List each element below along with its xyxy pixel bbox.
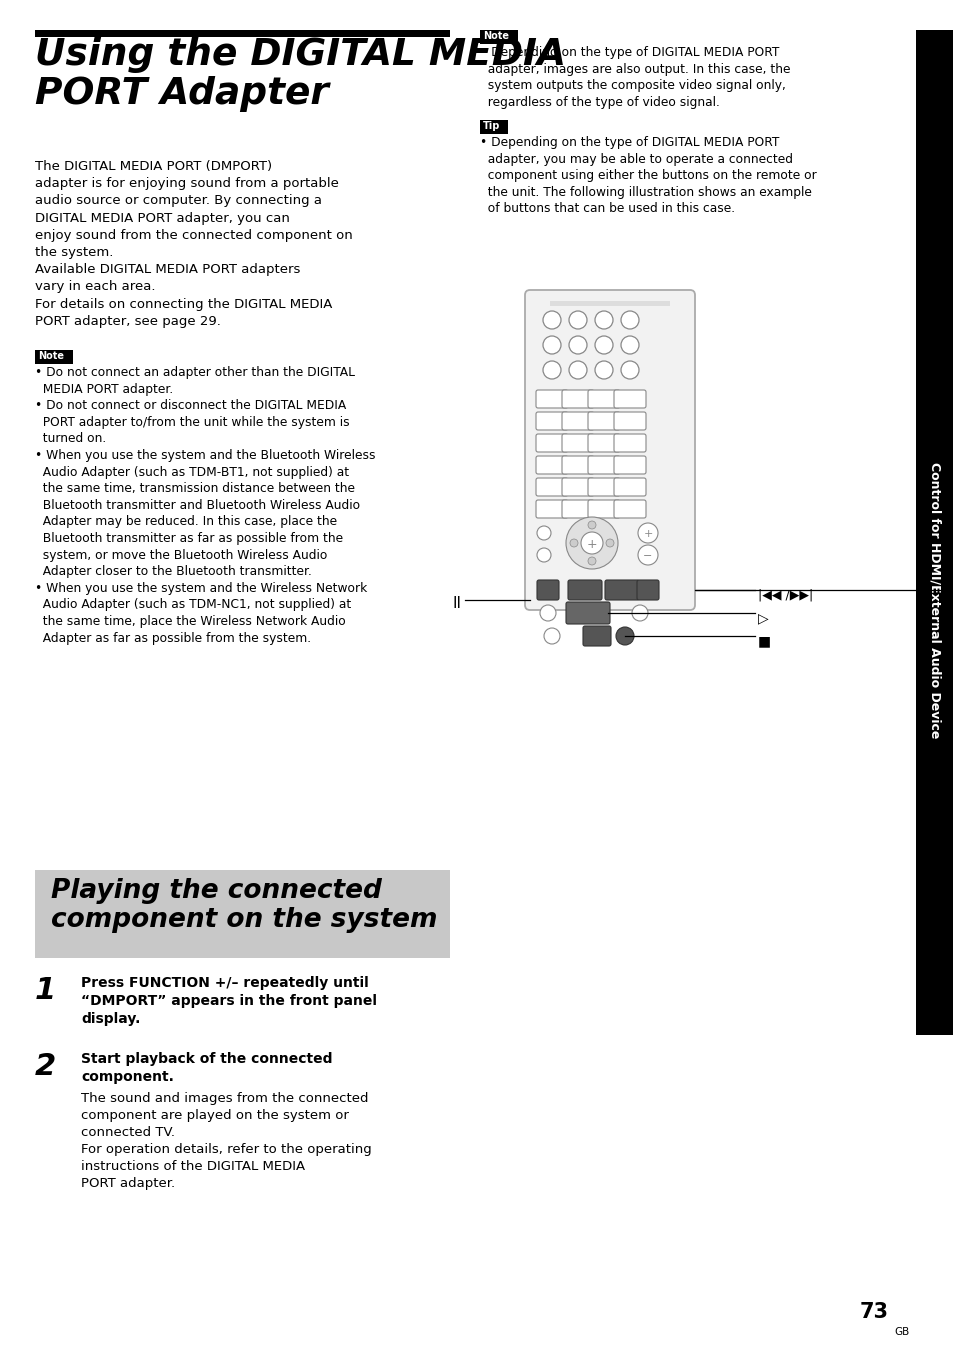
FancyBboxPatch shape <box>536 456 567 475</box>
Circle shape <box>587 557 596 565</box>
Bar <box>35 869 450 959</box>
Circle shape <box>568 361 586 379</box>
Text: Start playback of the connected
component.: Start playback of the connected componen… <box>81 1052 333 1084</box>
Circle shape <box>587 521 596 529</box>
Circle shape <box>539 604 556 621</box>
Text: The DIGITAL MEDIA PORT (DMPORT)
adapter is for enjoying sound from a portable
au: The DIGITAL MEDIA PORT (DMPORT) adapter … <box>35 160 353 327</box>
Text: ▷: ▷ <box>758 611 768 625</box>
FancyBboxPatch shape <box>537 580 558 600</box>
Circle shape <box>595 337 613 354</box>
FancyBboxPatch shape <box>637 580 659 600</box>
Text: 1: 1 <box>35 976 56 1005</box>
Text: • Depending on the type of DIGITAL MEDIA PORT
  adapter, you may be able to oper: • Depending on the type of DIGITAL MEDIA… <box>479 137 816 215</box>
Circle shape <box>620 337 639 354</box>
Text: Note: Note <box>482 31 509 41</box>
FancyBboxPatch shape <box>614 434 645 452</box>
Circle shape <box>580 531 602 554</box>
Text: Playing the connected
component on the system: Playing the connected component on the s… <box>51 877 437 933</box>
Bar <box>915 30 953 165</box>
Text: Tip: Tip <box>482 120 500 131</box>
Circle shape <box>620 361 639 379</box>
Text: 2: 2 <box>35 1052 56 1082</box>
Circle shape <box>638 545 658 565</box>
FancyBboxPatch shape <box>561 389 594 408</box>
FancyBboxPatch shape <box>565 602 609 625</box>
Circle shape <box>568 337 586 354</box>
Bar <box>479 120 507 134</box>
FancyBboxPatch shape <box>561 434 594 452</box>
FancyBboxPatch shape <box>524 289 695 610</box>
Text: Using the DIGITAL MEDIA
PORT Adapter: Using the DIGITAL MEDIA PORT Adapter <box>35 37 565 112</box>
Text: +: + <box>586 538 597 550</box>
Text: ■: ■ <box>758 634 770 648</box>
FancyBboxPatch shape <box>561 456 594 475</box>
FancyBboxPatch shape <box>614 389 645 408</box>
Text: II: II <box>453 596 461 611</box>
Text: Note: Note <box>38 352 64 361</box>
Circle shape <box>565 516 618 569</box>
FancyBboxPatch shape <box>536 500 567 518</box>
FancyBboxPatch shape <box>561 479 594 496</box>
Circle shape <box>616 627 634 645</box>
Text: +: + <box>642 529 652 539</box>
FancyBboxPatch shape <box>567 580 601 600</box>
Circle shape <box>569 539 578 548</box>
Circle shape <box>542 311 560 329</box>
Text: Press FUNCTION +/– repeatedly until
“DMPORT” appears in the front panel
display.: Press FUNCTION +/– repeatedly until “DMP… <box>81 976 376 1026</box>
Circle shape <box>631 604 647 621</box>
FancyBboxPatch shape <box>614 479 645 496</box>
Bar <box>550 301 669 306</box>
FancyBboxPatch shape <box>536 389 567 408</box>
FancyBboxPatch shape <box>536 479 567 496</box>
FancyBboxPatch shape <box>536 412 567 430</box>
Circle shape <box>638 523 658 544</box>
Text: GB: GB <box>893 1328 908 1337</box>
Circle shape <box>605 539 614 548</box>
FancyBboxPatch shape <box>614 456 645 475</box>
FancyBboxPatch shape <box>582 626 610 646</box>
Circle shape <box>542 337 560 354</box>
Circle shape <box>595 311 613 329</box>
Text: • Do not connect an adapter other than the DIGITAL
  MEDIA PORT adapter.
• Do no: • Do not connect an adapter other than t… <box>35 366 375 645</box>
Text: 73: 73 <box>859 1302 888 1322</box>
Circle shape <box>595 361 613 379</box>
Circle shape <box>537 526 551 539</box>
Bar <box>479 30 517 45</box>
FancyBboxPatch shape <box>587 456 619 475</box>
FancyBboxPatch shape <box>587 389 619 408</box>
Text: Control for HDMI/External Audio Device: Control for HDMI/External Audio Device <box>927 462 941 738</box>
Circle shape <box>620 311 639 329</box>
Text: The sound and images from the connected
component are played on the system or
co: The sound and images from the connected … <box>81 1092 372 1190</box>
FancyBboxPatch shape <box>536 434 567 452</box>
Circle shape <box>568 311 586 329</box>
Bar <box>915 165 953 1036</box>
Text: • Depending on the type of DIGITAL MEDIA PORT
  adapter, images are also output.: • Depending on the type of DIGITAL MEDIA… <box>479 46 790 108</box>
Circle shape <box>543 627 559 644</box>
Bar <box>35 30 450 37</box>
FancyBboxPatch shape <box>587 500 619 518</box>
Bar <box>35 350 73 364</box>
Text: −: − <box>642 552 652 561</box>
FancyBboxPatch shape <box>561 500 594 518</box>
FancyBboxPatch shape <box>561 412 594 430</box>
FancyBboxPatch shape <box>604 580 639 600</box>
FancyBboxPatch shape <box>614 500 645 518</box>
Circle shape <box>542 361 560 379</box>
Text: |◀◀ /▶▶|: |◀◀ /▶▶| <box>758 588 812 602</box>
FancyBboxPatch shape <box>614 412 645 430</box>
Circle shape <box>537 548 551 562</box>
FancyBboxPatch shape <box>587 412 619 430</box>
FancyBboxPatch shape <box>587 434 619 452</box>
FancyBboxPatch shape <box>587 479 619 496</box>
